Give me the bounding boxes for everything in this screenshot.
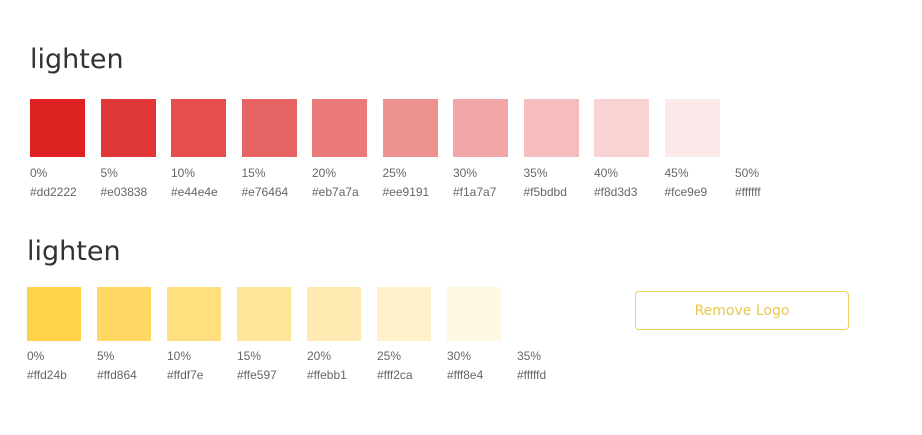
swatch-hex: #ffd864	[97, 368, 137, 382]
color-swatch	[167, 287, 221, 341]
color-swatch	[664, 99, 720, 157]
color-swatch	[307, 287, 361, 341]
swatch-percent: 30%	[447, 349, 472, 363]
swatch-hex: #fff8e4	[447, 368, 484, 382]
remove-logo-button[interactable]: Remove Logo	[635, 291, 849, 330]
swatch-hex: #e03838	[100, 185, 148, 199]
color-swatch	[523, 99, 579, 157]
swatch-hex: #eb7a7a	[312, 185, 359, 199]
color-swatch	[517, 287, 571, 341]
swatch-percent: 20%	[312, 166, 337, 180]
swatch-hex: #ffd24b	[27, 368, 67, 382]
swatch-hex: #ffdf7e	[167, 368, 204, 382]
swatch-hex: #ffebb1	[307, 368, 347, 382]
color-swatch	[237, 287, 291, 341]
swatch-percent: 15%	[237, 349, 262, 363]
swatch-percent: 0%	[27, 349, 45, 363]
swatch-hex: #ee9191	[382, 185, 430, 199]
swatch-percent: 25%	[382, 166, 407, 180]
swatch-percent: 35%	[523, 166, 548, 180]
swatch-percent: 20%	[307, 349, 332, 363]
color-swatch	[27, 287, 81, 341]
swatch-percent: 40%	[594, 166, 619, 180]
swatch-percent: 25%	[377, 349, 402, 363]
swatch-percent: 45%	[664, 166, 689, 180]
color-swatch	[171, 99, 226, 157]
swatch-hex: #ffe597	[237, 368, 277, 382]
swatch-percent: 50%	[735, 166, 760, 180]
swatch-hex: #fce9e9	[664, 185, 708, 199]
color-swatch	[241, 99, 297, 157]
color-swatch	[312, 99, 367, 157]
color-swatch	[735, 99, 790, 157]
swatch-percent: 5%	[100, 166, 118, 180]
swatch-hex: #e44e4e	[171, 185, 218, 199]
color-swatch	[382, 99, 438, 157]
swatch-percent: 10%	[171, 166, 196, 180]
swatch-hex: #ffffff	[735, 185, 761, 199]
color-swatch	[30, 99, 85, 157]
color-swatch	[377, 287, 431, 341]
swatch-hex: #fffffd	[517, 368, 547, 382]
swatch-hex: #dd2222	[30, 185, 77, 199]
color-swatch	[453, 99, 508, 157]
swatch-hex: #f5bdbd	[523, 185, 567, 199]
swatch-hex: #fff2ca	[377, 368, 413, 382]
swatch-hex: #f1a7a7	[453, 185, 497, 199]
swatch-percent: 30%	[453, 166, 478, 180]
swatch-hex: #e76464	[241, 185, 289, 199]
swatch-hex: #f8d3d3	[594, 185, 638, 199]
swatch-percent: 5%	[97, 349, 115, 363]
section-title: lighten	[27, 236, 121, 267]
color-swatch	[447, 287, 501, 341]
color-swatch	[100, 99, 156, 157]
color-swatch	[594, 99, 649, 157]
swatch-percent: 10%	[167, 349, 192, 363]
section-title: lighten	[30, 44, 124, 75]
swatch-percent: 15%	[241, 166, 266, 180]
swatch-percent: 0%	[30, 166, 48, 180]
color-swatch	[97, 287, 151, 341]
swatch-percent: 35%	[517, 349, 542, 363]
